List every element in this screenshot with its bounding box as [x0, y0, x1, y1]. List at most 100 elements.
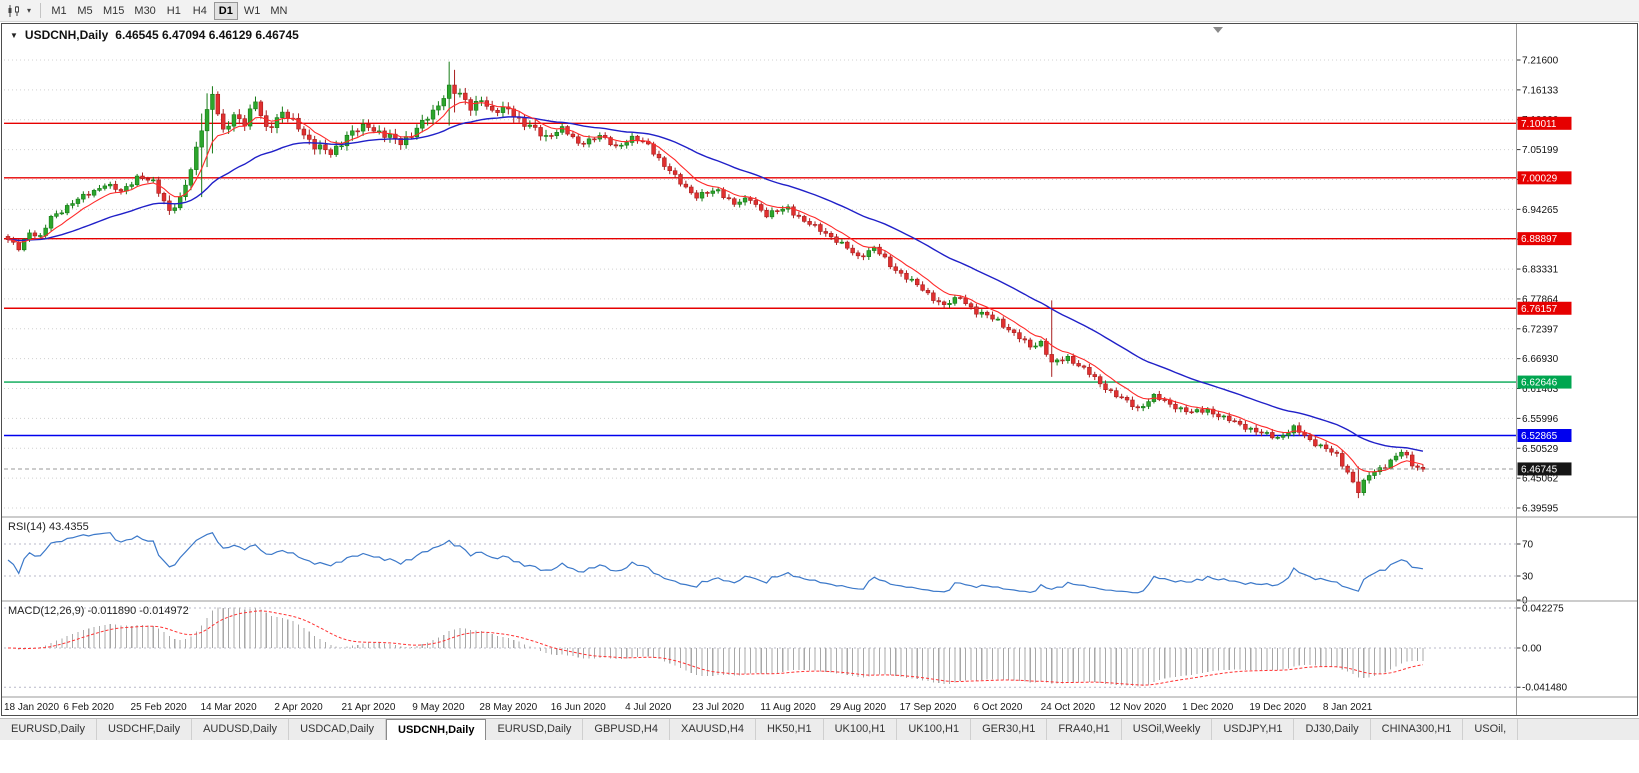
rsi-label: RSI(14) 43.4355 [8, 521, 89, 533]
svg-text:14 Mar 2020: 14 Mar 2020 [201, 702, 258, 713]
tab-usdcad-daily[interactable]: USDCAD,Daily [289, 719, 387, 740]
svg-text:6.76157: 6.76157 [1521, 304, 1558, 315]
svg-text:6.50529: 6.50529 [1522, 444, 1559, 455]
svg-text:7.05199: 7.05199 [1522, 145, 1559, 156]
svg-text:29 Aug 2020: 29 Aug 2020 [830, 702, 887, 713]
tf-button-mn[interactable]: MN [270, 4, 288, 17]
timeframe-toolbar: ▾ M1 M5 M15 M30 H1 H4 D1 W1 MN [0, 0, 1639, 22]
tab-uk100-h1[interactable]: UK100,H1 [823, 719, 898, 740]
svg-text:30: 30 [1522, 572, 1534, 583]
chart-type-icon[interactable] [4, 2, 24, 20]
ma-fast-line [7, 101, 1424, 473]
tab-xauusd-h4[interactable]: XAUUSD,H4 [669, 719, 756, 740]
tab-fra40-h1[interactable]: FRA40,H1 [1047, 719, 1122, 740]
candlestick-glyph [8, 4, 19, 17]
chart-shift-icon[interactable] [1213, 27, 1223, 33]
rsi-line [7, 532, 1424, 594]
svg-text:24 Oct 2020: 24 Oct 2020 [1041, 702, 1096, 713]
svg-text:6.61463: 6.61463 [1522, 384, 1559, 395]
svg-text:1 Dec 2020: 1 Dec 2020 [1182, 702, 1234, 713]
tf-button-d1[interactable]: D1 [213, 1, 238, 20]
tab-usdcnh-daily[interactable]: USDCNH,Daily [386, 719, 487, 740]
toolbar-separator [40, 3, 41, 18]
tab-uk100-h1[interactable]: UK100,H1 [897, 719, 972, 740]
macd-histogram [12, 607, 1424, 687]
candles-layer [5, 61, 1426, 499]
svg-text:11 Aug 2020: 11 Aug 2020 [760, 702, 816, 713]
date-axis[interactable]: 18 Jan 2020 6 Feb 2020 25 Feb 2020 14 Mar 2… [4, 702, 1373, 713]
svg-text:6.45062: 6.45062 [1522, 474, 1559, 485]
tf-button-m30[interactable]: M30 [134, 4, 156, 17]
chart-frame [1, 23, 1638, 716]
macd-signal-line [7, 610, 1424, 686]
svg-text:7.00029: 7.00029 [1521, 173, 1558, 184]
chart-symbol-timeframe: USDCNH,Daily [24, 28, 109, 42]
svg-text:6.62646: 6.62646 [1521, 378, 1558, 389]
svg-text:23 Jul 2020: 23 Jul 2020 [692, 702, 744, 713]
svg-text:0.042275: 0.042275 [1522, 604, 1564, 615]
svg-text:6.83331: 6.83331 [1522, 265, 1559, 276]
svg-text:7.16133: 7.16133 [1522, 85, 1559, 96]
svg-text:17 Sep 2020: 17 Sep 2020 [900, 702, 957, 713]
tf-button-h4[interactable]: H4 [192, 4, 207, 17]
svg-text:-0.041480: -0.041480 [1522, 683, 1567, 694]
svg-text:2 Apr 2020: 2 Apr 2020 [274, 702, 323, 713]
tf-button-m5[interactable]: M5 [77, 4, 93, 17]
tab-usdchf-daily[interactable]: USDCHF,Daily [96, 719, 193, 740]
chart-dropdown-icon[interactable]: ▾ [26, 6, 31, 15]
tab-china300-h1[interactable]: CHINA300,H1 [1370, 719, 1464, 740]
svg-text:6.94265: 6.94265 [1522, 205, 1559, 216]
svg-text:6.66930: 6.66930 [1522, 354, 1559, 365]
price-chart[interactable]: 7.216007.161337.106667.051996.997326.942… [0, 22, 1639, 718]
tab-dj30-daily[interactable]: DJ30,Daily [1294, 719, 1371, 740]
svg-text:7.10011: 7.10011 [1521, 119, 1557, 130]
status-bar [0, 740, 1639, 773]
svg-text:6.39595: 6.39595 [1522, 504, 1559, 515]
macd-pane: 0.042275 0.00 -0.041480 MACD(12,26,9) -0.01… [4, 604, 1567, 694]
svg-text:12 Nov 2020: 12 Nov 2020 [1109, 702, 1166, 713]
tf-button-w1[interactable]: W1 [243, 4, 261, 17]
svg-text:6.72397: 6.72397 [1522, 324, 1559, 335]
tab-gbpusd-h4[interactable]: GBPUSD,H4 [583, 719, 670, 740]
tab-eurusd-daily[interactable]: EURUSD,Daily [0, 719, 97, 740]
svg-text:7.21600: 7.21600 [1522, 56, 1559, 67]
tf-button-m1[interactable]: M1 [51, 4, 67, 17]
ma-slow-line [7, 116, 1424, 452]
svg-text:19 Dec 2020: 19 Dec 2020 [1249, 702, 1306, 713]
svg-text:6.55996: 6.55996 [1522, 414, 1559, 425]
svg-text:6.88897: 6.88897 [1521, 234, 1558, 245]
svg-text:6.52865: 6.52865 [1521, 431, 1558, 442]
svg-text:70: 70 [1522, 540, 1534, 551]
tab-hk50-h1[interactable]: HK50,H1 [755, 719, 824, 740]
level-lines[interactable] [4, 122, 1516, 437]
timeframe-buttons: M1 M5 M15 M30 H1 H4 D1 W1 MN [47, 1, 291, 20]
macd-label: MACD(12,26,9) -0.011890 -0.014972 [8, 605, 189, 617]
svg-text:16 Jun 2020: 16 Jun 2020 [551, 702, 606, 713]
svg-text:4 Jul 2020: 4 Jul 2020 [625, 702, 672, 713]
chart-title: ▼ USDCNH,Daily 6.46545 6.47094 6.46129 6… [10, 28, 299, 42]
svg-text:25 Feb 2020: 25 Feb 2020 [131, 702, 188, 713]
svg-text:21 Apr 2020: 21 Apr 2020 [341, 702, 395, 713]
price-gridlines [4, 59, 1516, 509]
tab-audusd-daily[interactable]: AUDUSD,Daily [192, 719, 290, 740]
tab-usdjpy-h1[interactable]: USDJPY,H1 [1212, 719, 1295, 740]
tab-ger30-h1[interactable]: GER30,H1 [971, 719, 1048, 740]
svg-text:0.00: 0.00 [1522, 644, 1542, 655]
svg-text:9 May 2020: 9 May 2020 [412, 702, 465, 713]
tab-usoil-[interactable]: USOil, [1463, 719, 1519, 740]
chart-ohlc-readout: 6.46545 6.47094 6.46129 6.46745 [115, 28, 299, 42]
chart-tab-bar: EURUSD,Daily USDCHF,Daily AUDUSD,Daily USDC… [0, 718, 1639, 740]
chart-window[interactable]: 7.216007.161337.106667.051996.997326.942… [0, 22, 1639, 718]
svg-text:6 Feb 2020: 6 Feb 2020 [63, 702, 114, 713]
svg-text:6.46745: 6.46745 [1521, 464, 1558, 475]
svg-text:6.77864: 6.77864 [1522, 294, 1559, 305]
svg-text:8 Jan 2021: 8 Jan 2021 [1323, 702, 1373, 713]
tf-button-m15[interactable]: M15 [103, 4, 125, 17]
tab-eurusd-daily[interactable]: EURUSD,Daily [486, 719, 584, 740]
tf-button-h1[interactable]: H1 [166, 4, 181, 17]
svg-text:28 May 2020: 28 May 2020 [479, 702, 537, 713]
symbol-dropdown-icon[interactable]: ▼ [10, 30, 18, 40]
tab-usoil-weekly[interactable]: USOil,Weekly [1121, 719, 1213, 740]
svg-text:6 Oct 2020: 6 Oct 2020 [973, 702, 1022, 713]
